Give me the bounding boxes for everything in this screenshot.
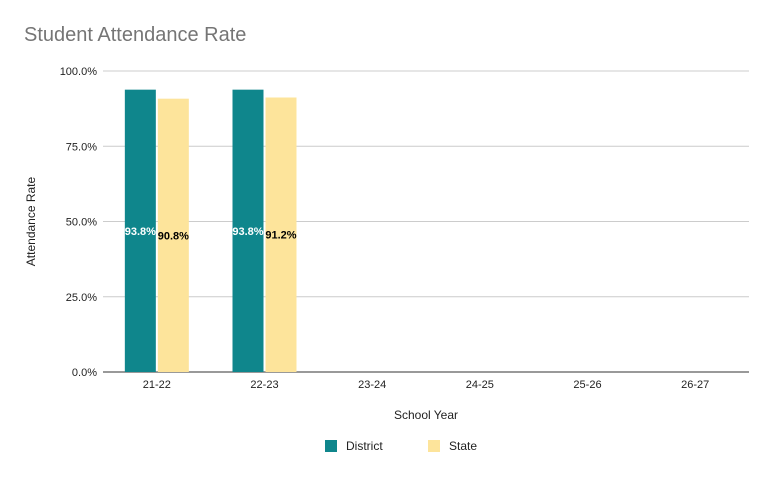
y-tick-label: 25.0% bbox=[66, 292, 97, 304]
x-tick-label: 26-27 bbox=[681, 379, 709, 391]
bar-state bbox=[157, 98, 189, 372]
data-label: 91.2% bbox=[265, 230, 296, 242]
bar-state bbox=[265, 97, 297, 372]
x-tick-label: 22-23 bbox=[250, 379, 278, 391]
y-tick-label: 0.0% bbox=[72, 367, 97, 379]
data-label: 93.8% bbox=[232, 226, 263, 238]
legend-label-state: State bbox=[449, 439, 477, 453]
chart-title: Student Attendance Rate bbox=[24, 24, 247, 46]
x-tick-label: 21-22 bbox=[143, 379, 171, 391]
legend-swatch-district bbox=[325, 440, 337, 452]
legend-swatch-state bbox=[428, 440, 440, 452]
y-axis-title: Attendance Rate bbox=[24, 176, 38, 266]
legend-label-district: District bbox=[346, 439, 383, 453]
y-tick-label: 100.0% bbox=[60, 66, 98, 78]
y-tick-label: 50.0% bbox=[66, 217, 97, 229]
x-axis-title: School Year bbox=[394, 408, 458, 422]
bar-district bbox=[232, 89, 264, 373]
data-label: 93.8% bbox=[125, 226, 156, 238]
bar-district bbox=[124, 89, 156, 373]
data-label: 90.8% bbox=[158, 230, 189, 242]
x-tick-label: 25-26 bbox=[573, 379, 601, 391]
x-tick-label: 23-24 bbox=[358, 379, 386, 391]
x-tick-label: 24-25 bbox=[466, 379, 494, 391]
y-tick-label: 75.0% bbox=[66, 141, 97, 153]
